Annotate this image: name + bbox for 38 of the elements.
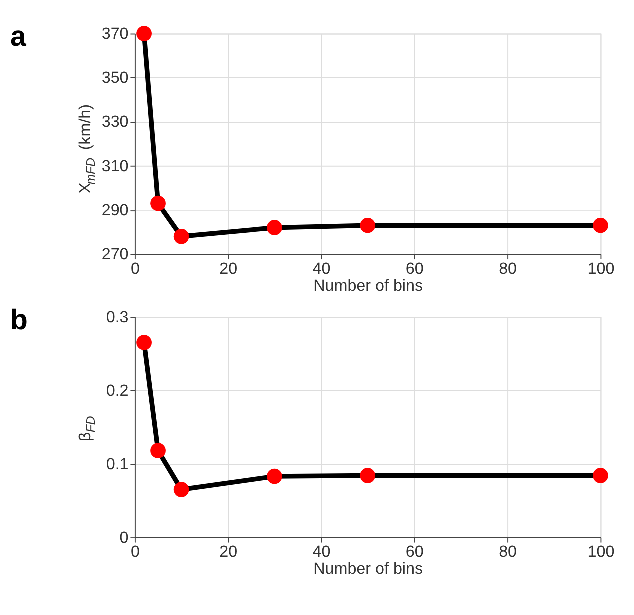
point xyxy=(136,26,152,42)
point xyxy=(174,229,190,244)
y-tick-label: 0.3 xyxy=(106,308,129,326)
x-tick-label: 100 xyxy=(588,543,615,562)
point xyxy=(267,468,282,484)
x-axis-title: Number of bins xyxy=(314,276,424,295)
point xyxy=(136,335,152,350)
x-tick-label: 20 xyxy=(220,260,238,278)
y-tick-label: 310 xyxy=(102,157,129,176)
y-tick-label: 0.2 xyxy=(106,382,129,400)
x-tick-label: 40 xyxy=(312,543,331,562)
y-tick-label: 350 xyxy=(102,69,129,88)
y-axis-title: XmFD (km/h) xyxy=(76,104,98,194)
point xyxy=(593,218,608,234)
x-tick-label: 80 xyxy=(499,260,518,278)
point xyxy=(150,443,166,458)
chart-title: a xyxy=(10,21,28,54)
point xyxy=(150,196,166,212)
y-tick-label: 0.1 xyxy=(106,455,129,474)
point xyxy=(360,218,376,234)
point xyxy=(360,468,376,484)
y-tick-label: 0 xyxy=(120,528,129,547)
point xyxy=(267,220,282,236)
x-tick-label: 100 xyxy=(588,260,615,278)
x-tick-label: 20 xyxy=(220,543,238,562)
point xyxy=(593,468,608,484)
point xyxy=(174,482,190,498)
y-tick-label: 270 xyxy=(102,246,129,264)
y-tick-label: 290 xyxy=(102,201,129,220)
x-tick-label: 80 xyxy=(499,543,518,562)
x-axis-title: Number of bins xyxy=(314,560,424,578)
x-tick-label: 60 xyxy=(406,260,424,278)
y-axis-title: βFD xyxy=(76,416,98,442)
y-tick-label: 370 xyxy=(102,25,129,44)
y-tick-label: 330 xyxy=(102,113,129,132)
chart-title: b xyxy=(10,304,28,336)
x-tick-label: 40 xyxy=(312,260,331,278)
x-tick-label: 60 xyxy=(406,543,424,562)
